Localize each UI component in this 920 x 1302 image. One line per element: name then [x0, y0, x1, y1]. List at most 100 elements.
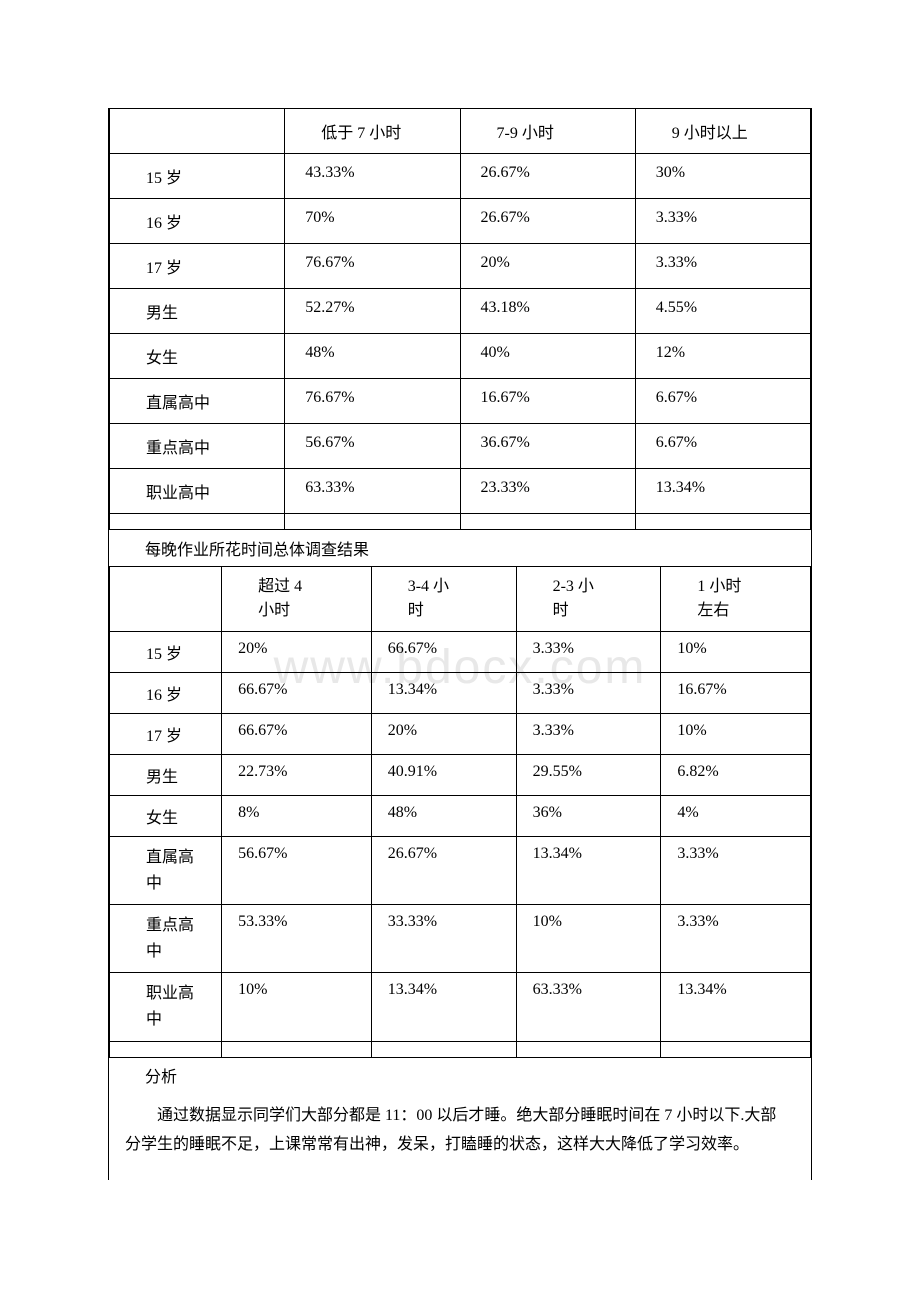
row-label: 16 岁 [110, 673, 222, 714]
analysis-text: 通过数据显示同学们大部分都是 11：00 以后才睡。绝大部分睡眠时间在 7 小时… [125, 1102, 791, 1160]
cell: 29.55% [516, 755, 661, 796]
table-row: 直属高 中 56.67% 26.67% 13.34% 3.33% [110, 837, 811, 905]
cell: 43.18% [460, 289, 635, 334]
cell: 36.67% [460, 424, 635, 469]
homework-time-table: 超过 4 小时 3-4 小 时 2-3 小 时 1 小时 左右 15 岁 20%… [109, 566, 811, 1058]
cell: 26.67% [460, 154, 635, 199]
row-label: 女生 [110, 796, 222, 837]
analysis-title: 分析 [145, 1064, 791, 1093]
cell: 36% [516, 796, 661, 837]
cell: 13.34% [371, 673, 516, 714]
table-row: 16 岁 66.67% 13.34% 3.33% 16.67% [110, 673, 811, 714]
row-label: 17 岁 [110, 714, 222, 755]
cell: 70% [285, 199, 460, 244]
header-cell: 低于 7 小时 [285, 109, 460, 154]
row-label: 17 岁 [110, 244, 285, 289]
table-row: 17 岁 76.67% 20% 3.33% [110, 244, 811, 289]
cell: 23.33% [460, 469, 635, 514]
cell: 10% [516, 905, 661, 973]
cell: 10% [222, 973, 372, 1041]
cell: 4% [661, 796, 811, 837]
header-cell: 9 小时以上 [635, 109, 810, 154]
cell: 33.33% [371, 905, 516, 973]
cell: 20% [371, 714, 516, 755]
cell: 6.67% [635, 379, 810, 424]
row-label: 男生 [110, 755, 222, 796]
table-row: 直属高中 76.67% 16.67% 6.67% [110, 379, 811, 424]
row-label: 15 岁 [110, 154, 285, 199]
row-label: 重点高 中 [110, 905, 222, 973]
cell: 3.33% [661, 837, 811, 905]
cell: 20% [460, 244, 635, 289]
cell: 3.33% [516, 673, 661, 714]
row-label: 15 岁 [110, 632, 222, 673]
cell: 3.33% [516, 714, 661, 755]
row-label: 男生 [110, 289, 285, 334]
cell: 56.67% [222, 837, 372, 905]
cell: 30% [635, 154, 810, 199]
table-row: 职业高中 63.33% 23.33% 13.34% [110, 469, 811, 514]
cell: 3.33% [635, 244, 810, 289]
table-row: 16 岁 70% 26.67% 3.33% [110, 199, 811, 244]
table-row: 15 岁 43.33% 26.67% 30% [110, 154, 811, 199]
cell: 13.34% [516, 837, 661, 905]
row-label: 16 岁 [110, 199, 285, 244]
row-label: 职业高 中 [110, 973, 222, 1041]
table-row: 男生 22.73% 40.91% 29.55% 6.82% [110, 755, 811, 796]
cell: 13.34% [635, 469, 810, 514]
cell: 16.67% [661, 673, 811, 714]
cell: 76.67% [285, 379, 460, 424]
cell: 48% [371, 796, 516, 837]
cell: 63.33% [516, 973, 661, 1041]
table-row: 男生 52.27% 43.18% 4.55% [110, 289, 811, 334]
sleep-hours-table: 低于 7 小时 7-9 小时 9 小时以上 15 岁 43.33% 26.67%… [109, 108, 811, 530]
table-header-row: 超过 4 小时 3-4 小 时 2-3 小 时 1 小时 左右 [110, 567, 811, 632]
cell: 66.67% [222, 673, 372, 714]
cell: 6.67% [635, 424, 810, 469]
table2-caption: 每晚作业所花时间总体调查结果 [109, 530, 811, 566]
cell: 40.91% [371, 755, 516, 796]
cell: 26.67% [460, 199, 635, 244]
cell: 13.34% [661, 973, 811, 1041]
header-cell: 2-3 小 时 [516, 567, 661, 632]
table-header-row: 低于 7 小时 7-9 小时 9 小时以上 [110, 109, 811, 154]
header-cell [110, 109, 285, 154]
header-cell: 超过 4 小时 [222, 567, 372, 632]
row-label: 重点高中 [110, 424, 285, 469]
cell: 43.33% [285, 154, 460, 199]
cell: 6.82% [661, 755, 811, 796]
table-row: 15 岁 20% 66.67% 3.33% 10% [110, 632, 811, 673]
cell: 66.67% [371, 632, 516, 673]
cell: 52.27% [285, 289, 460, 334]
cell: 40% [460, 334, 635, 379]
cell: 10% [661, 632, 811, 673]
cell: 3.33% [516, 632, 661, 673]
cell: 76.67% [285, 244, 460, 289]
cell: 26.67% [371, 837, 516, 905]
cell: 66.67% [222, 714, 372, 755]
table-row: 重点高 中 53.33% 33.33% 10% 3.33% [110, 905, 811, 973]
cell: 63.33% [285, 469, 460, 514]
row-label: 直属高 中 [110, 837, 222, 905]
table-row: 17 岁 66.67% 20% 3.33% 10% [110, 714, 811, 755]
cell: 56.67% [285, 424, 460, 469]
table-row: 重点高中 56.67% 36.67% 6.67% [110, 424, 811, 469]
cell: 22.73% [222, 755, 372, 796]
row-label: 女生 [110, 334, 285, 379]
table-row: 女生 8% 48% 36% 4% [110, 796, 811, 837]
cell: 13.34% [371, 973, 516, 1041]
cell: 3.33% [661, 905, 811, 973]
row-label: 职业高中 [110, 469, 285, 514]
document-frame: 低于 7 小时 7-9 小时 9 小时以上 15 岁 43.33% 26.67%… [108, 108, 812, 1180]
header-cell: 7-9 小时 [460, 109, 635, 154]
cell: 53.33% [222, 905, 372, 973]
header-cell [110, 567, 222, 632]
empty-row [110, 1041, 811, 1057]
header-cell: 1 小时 左右 [661, 567, 811, 632]
cell: 48% [285, 334, 460, 379]
table-row: 职业高 中 10% 13.34% 63.33% 13.34% [110, 973, 811, 1041]
empty-row [110, 514, 811, 530]
analysis-section: 分析 通过数据显示同学们大部分都是 11：00 以后才睡。绝大部分睡眠时间在 7… [109, 1058, 811, 1180]
table-row: 女生 48% 40% 12% [110, 334, 811, 379]
row-label: 直属高中 [110, 379, 285, 424]
